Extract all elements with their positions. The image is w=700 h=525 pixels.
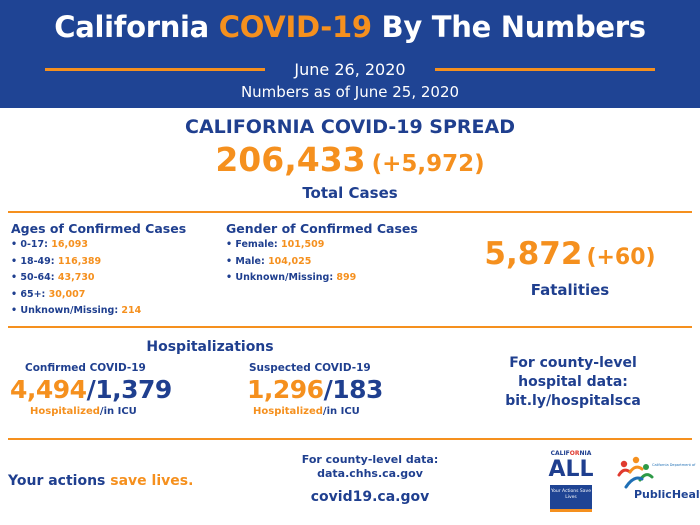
header-banner: California COVID-19 By The Numbers June …: [0, 0, 700, 108]
total-cases: 206,433 (+5,972): [0, 140, 700, 179]
suspected-caption: Hospitalized/in ICU: [253, 406, 360, 417]
cdph-logo: California Department of PublicHealth: [616, 455, 700, 510]
gender-list: • Female: 101,509 • Male: 104,025 • Unkn…: [226, 239, 356, 289]
suspected-label: Suspected COVID-19: [249, 362, 371, 374]
list-item: • 65+: 30,007: [11, 288, 86, 300]
ages-heading: Ages of Confirmed Cases: [11, 221, 187, 236]
confirmed-caption: Hospitalized/in ICU: [30, 406, 137, 417]
list-item: • Unknown/Missing: 214: [11, 305, 142, 316]
fatalities-number: 5,872: [484, 236, 583, 272]
header-date: June 26, 2020: [294, 60, 406, 79]
confirmed-label: Confirmed COVID-19: [25, 362, 146, 374]
county-hospital-link[interactable]: bit.ly/hospitalsca: [505, 393, 641, 409]
header-rule-left: [45, 68, 265, 71]
suspected-icu: 183: [332, 375, 383, 404]
county-hospital-line: hospital data:: [518, 374, 628, 390]
page-title: California COVID-19 By The Numbers: [0, 10, 700, 44]
separator: /: [323, 375, 333, 404]
list-item: • Unknown/Missing: 899: [226, 272, 357, 283]
actions-slogan: Your actions save lives.: [8, 473, 194, 489]
gender-heading: Gender of Confirmed Cases: [226, 221, 418, 236]
confirmed-icu: 1,379: [95, 375, 172, 404]
divider: [8, 326, 692, 328]
hospitalizations-title: Hospitalizations: [146, 339, 274, 355]
county-data: For county-level data: data.chhs.ca.gov: [270, 453, 470, 481]
fatalities-delta: (+60): [586, 245, 656, 270]
county-data-link[interactable]: data.chhs.ca.gov: [317, 467, 423, 480]
header-rule-right: [435, 68, 655, 71]
cdph-name: PublicHealth: [634, 488, 700, 501]
all-wordmark: ALL: [548, 457, 594, 482]
title-highlight: COVID-19: [218, 10, 372, 44]
california-wordmark: CALIFORNIA: [550, 450, 592, 457]
list-item: • Male: 104,025: [226, 255, 312, 267]
list-item: • 0-17: 16,093: [11, 239, 88, 250]
confirmed-numbers: 4,494/1,379: [10, 375, 172, 404]
cdph-department-text: California Department of: [652, 463, 696, 467]
header-as-of: Numbers as of June 25, 2020: [240, 83, 460, 101]
total-cases-delta: (+5,972): [371, 151, 485, 177]
california-all-logo: CALIFORNIA ALL Your Actions Save Lives: [543, 450, 599, 512]
separator: /: [86, 375, 96, 404]
total-cases-label: Total Cases: [302, 184, 398, 202]
list-item: • 50-64: 43,730: [11, 272, 95, 283]
title-text: California: [54, 10, 219, 44]
confirmed-hospitalized: 4,494: [10, 375, 87, 404]
county-data-label: For county-level data:: [301, 453, 439, 466]
total-cases-number: 206,433: [215, 140, 366, 179]
divider: [8, 211, 692, 213]
county-hospital-data: For county-level hospital data: bit.ly/h…: [478, 354, 668, 411]
spread-title: CALIFORNIA COVID-19 SPREAD: [185, 116, 515, 138]
title-text-end: By The Numbers: [371, 10, 647, 44]
people-icon: [617, 456, 654, 489]
ages-list: • 0-17: 16,093 • 18-49: 116,389 • 50-64:…: [11, 239, 141, 322]
county-hospital-line: For county-level: [509, 355, 637, 371]
website-link[interactable]: covid19.ca.gov: [310, 489, 430, 505]
fatalities-label: Fatalities: [530, 281, 610, 299]
list-item: • 18-49: 116,389: [11, 255, 102, 267]
logo-tagline-box: Your Actions Save Lives: [550, 485, 592, 512]
divider: [8, 438, 692, 440]
fatalities-count: 5,872 (+60): [470, 236, 670, 272]
suspected-hospitalized: 1,296: [247, 375, 324, 404]
suspected-numbers: 1,296/183: [247, 375, 383, 404]
list-item: • Female: 101,509: [226, 239, 325, 250]
